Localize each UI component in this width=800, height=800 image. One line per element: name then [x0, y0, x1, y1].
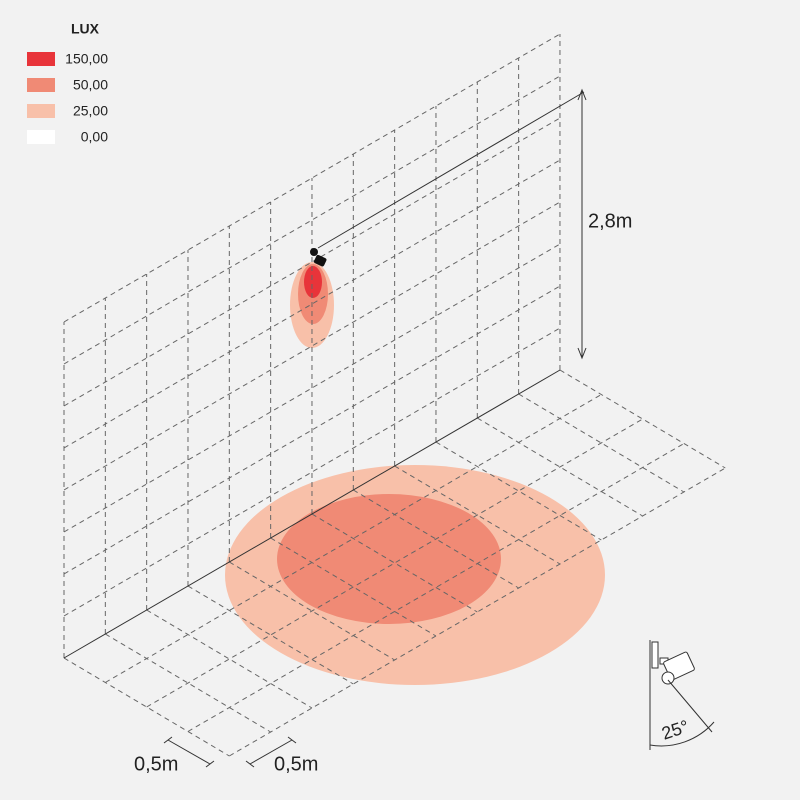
floor-spot-inner: [277, 494, 501, 624]
legend-title: LUX: [71, 21, 100, 37]
grid-line: [229, 467, 726, 757]
grid-line: [63, 285, 561, 575]
depth-label: 0,5m: [134, 753, 178, 775]
legend-label: 150,00: [65, 51, 108, 67]
tilt-icon: 25°: [649, 640, 715, 750]
legend-swatch: [27, 130, 55, 144]
legend: LUX 150,00 50,00 25,00 0,00: [27, 21, 108, 145]
grid-line: [63, 33, 561, 323]
grid-line: [63, 243, 561, 533]
grid-line: [146, 418, 643, 708]
legend-label: 0,00: [81, 129, 108, 145]
grid-line: [63, 201, 561, 491]
legend-swatch: [27, 78, 55, 92]
grid-line: [63, 75, 561, 365]
legend-swatch: [27, 104, 55, 118]
reference-line: [317, 91, 585, 249]
grid-line: [63, 117, 561, 407]
grid-line: [63, 327, 561, 617]
wall-floor-edge: [63, 369, 561, 659]
wall-spot-inner: [304, 266, 322, 298]
height-dimension: 2,8m: [577, 88, 632, 360]
legend-label: 25,00: [73, 103, 108, 119]
legend-label: 50,00: [73, 77, 108, 93]
height-label: 2,8m: [588, 210, 632, 232]
grid-dimension: 0,5m 0,5m: [134, 736, 318, 775]
width-label: 0,5m: [274, 753, 318, 775]
legend-swatch: [27, 52, 55, 66]
grid-line: [63, 159, 561, 449]
grid-line: [105, 394, 602, 683]
fixture: [310, 248, 327, 267]
grid: [63, 33, 726, 757]
grid-line: [187, 443, 685, 732]
